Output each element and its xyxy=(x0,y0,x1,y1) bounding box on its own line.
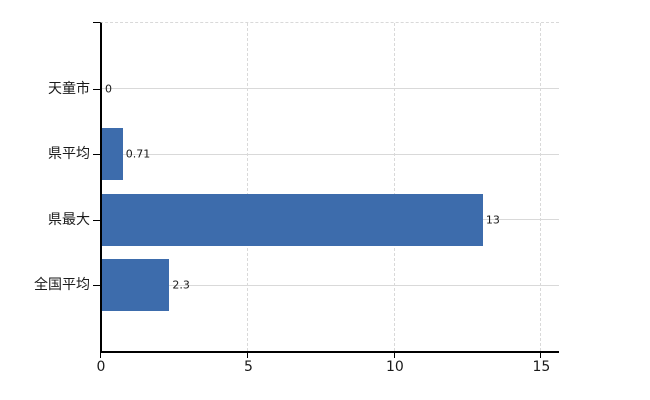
y-axis-tick xyxy=(93,154,100,156)
category-label: 全国平均 xyxy=(34,277,90,294)
y-axis-tick xyxy=(93,219,100,221)
vertical-gridline xyxy=(393,23,395,351)
category-label: 県最大 xyxy=(48,211,90,228)
bar xyxy=(102,128,123,181)
value-label: 0.71 xyxy=(125,147,151,161)
value-label: 2.3 xyxy=(172,278,190,292)
y-axis-tick xyxy=(93,285,100,287)
value-label: 13 xyxy=(485,213,500,227)
x-tick-label: 0 xyxy=(96,359,106,375)
category-gridline xyxy=(102,153,559,155)
category-gridline xyxy=(102,284,559,286)
bar xyxy=(102,259,170,312)
x-axis-tick xyxy=(540,353,542,358)
x-axis-tick xyxy=(393,353,395,358)
value-label: 0 xyxy=(105,82,112,96)
vertical-gridline xyxy=(540,23,542,351)
y-axis-tick xyxy=(93,88,100,90)
vertical-gridline xyxy=(247,23,249,351)
category-label: 県平均 xyxy=(48,146,90,163)
category-gridline xyxy=(102,88,559,90)
bar xyxy=(102,193,483,246)
x-axis-tick xyxy=(100,353,101,358)
plot-area: 0 0.71 13 2.3 xyxy=(100,22,559,353)
x-tick-label: 15 xyxy=(532,359,551,375)
category-label: 天童市 xyxy=(48,80,90,97)
x-axis-tick xyxy=(247,353,249,358)
x-tick-label: 10 xyxy=(386,359,404,375)
x-tick-label: 5 xyxy=(244,359,253,375)
y-axis-top-tick xyxy=(93,22,100,23)
